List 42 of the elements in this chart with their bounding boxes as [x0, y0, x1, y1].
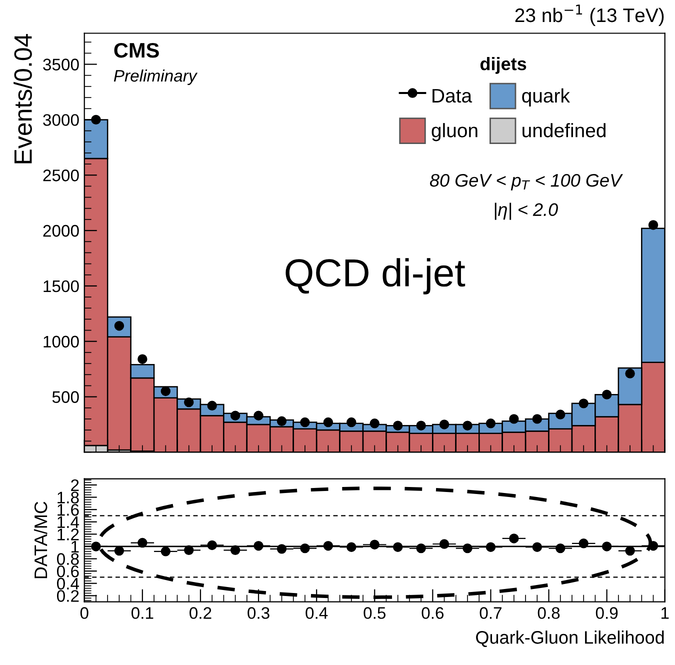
x-tick-label: 0.5	[364, 607, 386, 619]
x-tick-label: 0.6	[422, 607, 444, 619]
y-tick-label: 1	[72, 541, 79, 553]
x-axis-title: Quark-Gluon Likelihood	[476, 630, 664, 648]
x-tick-label: 0.9	[596, 607, 618, 619]
x-tick-label: 1	[662, 607, 669, 619]
y-tick-label: 0.4	[57, 578, 80, 590]
annotation: |η| < 2.0	[494, 202, 558, 220]
y-tick-label: 2000	[43, 224, 79, 237]
y-axis-title: DATA/MC	[34, 502, 48, 578]
y-tick-label: 3500	[43, 58, 79, 70]
legend-label: quark	[522, 88, 570, 106]
y-tick-label: 0.2	[57, 590, 79, 602]
annotation: QCD di-jet	[286, 258, 466, 294]
y-tick-label: 0.8	[57, 553, 79, 565]
annotation: Preliminary	[114, 69, 198, 86]
x-tick-label: 0.8	[538, 607, 560, 619]
x-tick-label: 0.1	[131, 607, 154, 619]
y-tick-label: 2500	[43, 170, 79, 182]
legend-label: gluon	[432, 123, 478, 142]
annotation: CMS	[114, 42, 159, 58]
legend-label: Data	[432, 89, 472, 103]
y-tick-label: 1500	[44, 280, 79, 292]
x-tick-label: 0.7	[480, 607, 502, 619]
y-axis-title: Events/0.04	[14, 34, 32, 164]
y-tick-label: 1.6	[58, 504, 79, 516]
y-tick-label: 1.2	[58, 528, 79, 540]
x-tick-label: 0.2	[190, 607, 212, 619]
y-tick-label: 1000	[44, 336, 79, 348]
y-tick-label: 2	[71, 479, 79, 491]
legend-label: undefined	[522, 123, 606, 138]
y-tick-label: 3000	[43, 114, 79, 126]
y-tick-label: 500	[52, 391, 79, 403]
y-tick-label: 0.6	[57, 565, 79, 578]
chart-title: 23 nb$^{−1}$ (13 TeV)	[515, 4, 664, 26]
annotation: 80 GeV < p$_{T}$ < 100 GeV	[430, 174, 623, 190]
legend-title: dijets	[480, 57, 526, 74]
x-tick-label: 0.4	[306, 607, 328, 619]
y-tick-label: 1.4	[58, 516, 80, 528]
y-tick-label: 1.8	[58, 492, 79, 504]
x-tick-label: 0	[80, 607, 88, 619]
x-tick-label: 0.3	[248, 607, 270, 619]
